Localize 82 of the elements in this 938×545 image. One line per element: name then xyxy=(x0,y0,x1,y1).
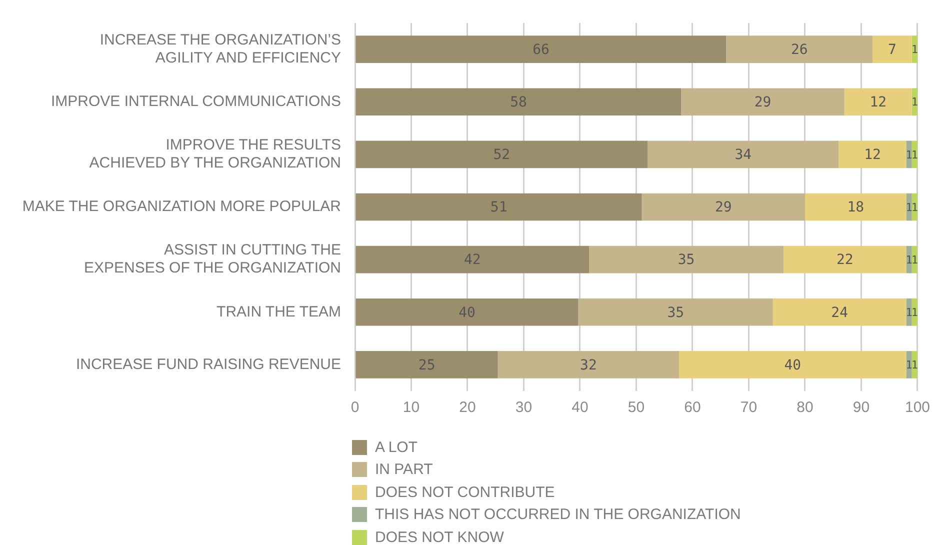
data-label: 51 xyxy=(490,200,508,216)
bar xyxy=(844,88,912,116)
y-tick-label: MAKE THE ORGANIZATION MORE POPULAR xyxy=(22,198,342,216)
data-label: 32 xyxy=(580,357,597,374)
bar xyxy=(772,298,906,326)
bar xyxy=(906,193,912,221)
bar xyxy=(784,246,906,274)
bar xyxy=(647,140,839,168)
data-label: 52 xyxy=(493,147,510,164)
data-label: 1 xyxy=(911,148,918,162)
data-label: 26 xyxy=(790,42,808,58)
data-label: 1 xyxy=(911,358,918,372)
y-tick-label: INCREASE THE ORGANIZATION’S AGILITY AND EFFICIENCY xyxy=(100,31,341,66)
y-tick-label: TRAIN THE TEAM xyxy=(216,303,341,320)
bar xyxy=(872,36,912,63)
bar xyxy=(356,88,682,116)
x-tick-label: 50 xyxy=(628,399,645,416)
data-label: 1 xyxy=(906,306,912,319)
y-tick-label: INCREASE FUND RAISING REVENUE xyxy=(76,356,341,373)
x-tick-label: 10 xyxy=(402,399,420,416)
data-label: 29 xyxy=(754,94,772,110)
bar xyxy=(906,246,912,274)
bar xyxy=(906,298,912,326)
bar xyxy=(356,351,498,378)
bar xyxy=(838,140,906,168)
data-label: 1 xyxy=(906,200,912,214)
data-label: 24 xyxy=(831,304,848,321)
data-label: 1 xyxy=(911,200,918,214)
x-tick-label: 60 xyxy=(684,399,701,416)
data-label: 1 xyxy=(906,253,912,266)
data-label: 1 xyxy=(911,43,918,56)
data-label: 1 xyxy=(906,358,912,372)
data-label: 22 xyxy=(836,252,854,268)
x-tick-label: 30 xyxy=(515,399,532,416)
data-label: 66 xyxy=(532,42,550,58)
legend-label: DOES NOT CONTRIBUTE xyxy=(375,484,555,501)
legend-label: IN PART xyxy=(375,461,433,478)
data-label: 35 xyxy=(678,252,695,268)
legend-label: THIS HAS NOT OCCURRED IN THE ORGANIZATION xyxy=(375,506,741,524)
x-tick-label: 70 xyxy=(740,399,758,416)
bar xyxy=(642,193,805,221)
x-tick-label: 0 xyxy=(350,399,360,416)
bar xyxy=(726,36,872,63)
data-label: 7 xyxy=(888,42,896,58)
x-tick-label: 80 xyxy=(796,399,814,416)
data-label: 34 xyxy=(734,147,752,164)
data-label: 1 xyxy=(911,306,918,319)
data-label: 18 xyxy=(847,200,864,216)
y-tick-label: ASSIST IN CUTTING THE EXPENSES OF THE ORGANIZATION xyxy=(84,242,341,277)
data-label: 58 xyxy=(510,94,527,110)
data-label: 29 xyxy=(715,200,732,216)
data-label: 40 xyxy=(784,357,802,374)
bar xyxy=(588,246,784,274)
bar xyxy=(578,298,773,326)
bar xyxy=(678,351,906,378)
bar xyxy=(356,140,648,168)
bar xyxy=(498,351,679,378)
y-tick-label: IMPROVE THE RESULTS ACHIEVED BY THE ORGANIZATION xyxy=(89,136,341,172)
data-label: 1 xyxy=(911,253,918,266)
data-label: 12 xyxy=(870,94,887,110)
data-label: 35 xyxy=(667,304,684,321)
data-label: 25 xyxy=(418,357,436,374)
data-label: 40 xyxy=(458,304,476,321)
bar xyxy=(356,36,726,63)
legend-label: A LOT xyxy=(375,438,418,456)
data-label: 12 xyxy=(864,147,881,164)
bar xyxy=(804,193,906,221)
data-label: 42 xyxy=(464,252,481,268)
bar xyxy=(356,193,642,221)
x-tick-label: 40 xyxy=(572,399,588,416)
bar xyxy=(906,351,912,378)
bar xyxy=(906,140,912,168)
y-tick-label: IMPROVE INTERNAL COMMUNICATIONS xyxy=(50,93,341,110)
bar xyxy=(356,298,578,326)
x-tick-label: 100 xyxy=(904,399,930,416)
bar xyxy=(681,88,844,116)
x-tick-label: 20 xyxy=(459,399,476,416)
data-label: 1 xyxy=(906,148,912,162)
data-label: 1 xyxy=(911,96,918,109)
bar xyxy=(356,246,589,274)
x-tick-label: 90 xyxy=(852,399,870,416)
legend-label: DOES NOT KNOW xyxy=(375,528,504,545)
